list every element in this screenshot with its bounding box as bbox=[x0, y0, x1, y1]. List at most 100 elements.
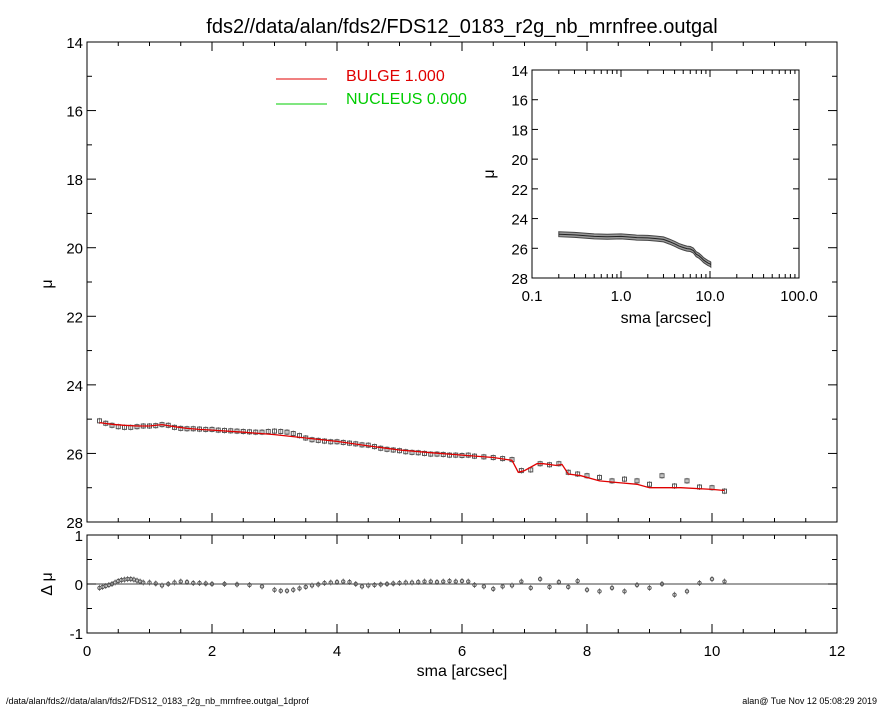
legend: BULGE 1.000 NUCLEUS 0.000 bbox=[276, 68, 467, 108]
inset-profile-line bbox=[558, 233, 712, 265]
main-data-point bbox=[434, 451, 440, 457]
main-y-tick-label: 28 bbox=[66, 515, 83, 532]
residual-data-point bbox=[328, 580, 333, 585]
main-data-point bbox=[556, 461, 562, 467]
inset-x-tick-label: 100.0 bbox=[780, 288, 818, 305]
residual-data-point bbox=[722, 579, 727, 584]
residual-data-point bbox=[347, 579, 352, 585]
main-y-tick-label: 18 bbox=[66, 172, 83, 189]
main-data-point bbox=[409, 449, 415, 455]
main-data-point bbox=[659, 473, 665, 479]
residual-data-point bbox=[672, 592, 677, 597]
main-data-point bbox=[684, 478, 690, 484]
residual-data-point bbox=[509, 583, 515, 588]
residual-data-point bbox=[434, 579, 440, 585]
residual-x-ticks: 0 2 4 6 8 10 12 bbox=[83, 535, 845, 660]
main-data-point bbox=[290, 431, 296, 437]
residual-data-point bbox=[397, 580, 402, 586]
main-data-point bbox=[284, 429, 290, 435]
residual-data-point bbox=[519, 579, 524, 584]
residual-y-axis-label: Δ μ bbox=[39, 572, 56, 595]
residual-data-point bbox=[259, 584, 265, 589]
inset-x-tick-label: 10.0 bbox=[695, 288, 724, 305]
residual-data-point bbox=[409, 580, 415, 585]
main-data-point bbox=[447, 452, 452, 458]
x-tick-label: 6 bbox=[458, 643, 466, 660]
residual-data-point bbox=[378, 582, 383, 587]
inset-plot-area bbox=[558, 231, 712, 269]
residual-data-point bbox=[209, 581, 215, 587]
x-tick-label: 8 bbox=[583, 643, 591, 660]
inset-y-tick-label: 24 bbox=[511, 212, 528, 229]
bulge-line bbox=[99, 421, 725, 492]
inset-x-tick-label: 0.1 bbox=[522, 288, 543, 305]
footer-timestamp: alan@ Tue Nov 12 05:08:29 2019 bbox=[742, 696, 877, 706]
residual-data-point bbox=[459, 578, 465, 584]
chart-title: fds2//data/alan/fds2/FDS12_0183_r2g_nb_m… bbox=[206, 16, 717, 38]
main-y-tick-label: 14 bbox=[66, 35, 83, 52]
residual-data-point bbox=[341, 579, 346, 584]
residual-data-point bbox=[278, 588, 283, 594]
inset-x-axis-label: sma [arcsec] bbox=[621, 310, 712, 327]
residual-data-point bbox=[372, 582, 377, 588]
inset-y-tick-label: 28 bbox=[511, 271, 528, 288]
x-tick-label: 4 bbox=[333, 643, 341, 660]
residual-data-point bbox=[466, 579, 471, 584]
inset-x-tick-label: 1.0 bbox=[611, 288, 632, 305]
residual-data-point bbox=[203, 581, 208, 586]
residual-data-point bbox=[491, 586, 496, 592]
inset-x-ticks: 0.1 1.0 10.0 100.0 bbox=[522, 70, 818, 305]
legend-label-nucleus: NUCLEUS 0.000 bbox=[346, 91, 467, 108]
main-data-point bbox=[272, 428, 277, 434]
main-x-ticks bbox=[86, 42, 838, 522]
residual-y-tick-label: 1 bbox=[75, 528, 83, 545]
residual-data-point bbox=[547, 584, 552, 590]
main-data-point bbox=[722, 488, 727, 494]
main-data-point bbox=[634, 478, 640, 484]
residual-data-point bbox=[316, 582, 321, 587]
residual-data-point bbox=[147, 580, 152, 585]
residual-data-point bbox=[472, 582, 477, 588]
residual-data-point bbox=[709, 576, 715, 582]
residual-data-point bbox=[403, 580, 408, 585]
residual-data-point bbox=[609, 585, 615, 591]
residual-data-point bbox=[684, 589, 690, 594]
main-data-point bbox=[109, 422, 115, 428]
residual-panel: -101 0 2 4 6 8 10 12 Δ μ sma [arcsec] bbox=[39, 528, 845, 680]
x-tick-label: 10 bbox=[704, 643, 721, 660]
main-y-axis-label: μ bbox=[39, 279, 56, 288]
residual-data-point bbox=[291, 587, 296, 593]
residual-data-point bbox=[297, 586, 302, 591]
main-data-point bbox=[647, 481, 652, 487]
residual-data-point bbox=[247, 582, 252, 588]
inset-profile-band bbox=[558, 231, 712, 269]
main-data-point bbox=[253, 429, 259, 435]
residual-data-point bbox=[453, 579, 458, 584]
residual-data-point bbox=[575, 578, 580, 584]
main-y-tick-label: 20 bbox=[66, 241, 83, 258]
residual-data-point bbox=[141, 580, 146, 585]
main-data-point bbox=[415, 450, 421, 456]
residual-data-point bbox=[697, 580, 702, 586]
main-y-ticks: 14 16 18 20 22 24 26 28 bbox=[66, 35, 837, 532]
residual-data-point bbox=[178, 579, 183, 584]
residual-data-point bbox=[634, 582, 640, 588]
main-data-point bbox=[328, 439, 334, 445]
residual-data-point bbox=[197, 580, 202, 586]
residual-data-point bbox=[647, 585, 652, 591]
residual-data-point bbox=[566, 584, 571, 590]
residual-data-point bbox=[153, 581, 158, 586]
residual-data-point bbox=[500, 584, 505, 589]
residual-data-point bbox=[556, 579, 562, 585]
residual-data-point bbox=[353, 581, 358, 587]
residual-y-ticks: -1 0 1 bbox=[70, 528, 837, 643]
residual-data-point bbox=[391, 581, 396, 586]
inset-y-ticks: 14 16 18 20 22 24 26 28 bbox=[511, 63, 799, 288]
inset-y-tick-label: 20 bbox=[511, 152, 528, 169]
inset-y-tick-label: 22 bbox=[511, 182, 528, 199]
residual-data-point bbox=[303, 584, 308, 590]
residual-data-point bbox=[334, 579, 340, 585]
inset-y-tick-label: 16 bbox=[511, 93, 528, 110]
residual-data-point bbox=[428, 579, 433, 584]
residual-data-point bbox=[384, 581, 390, 587]
